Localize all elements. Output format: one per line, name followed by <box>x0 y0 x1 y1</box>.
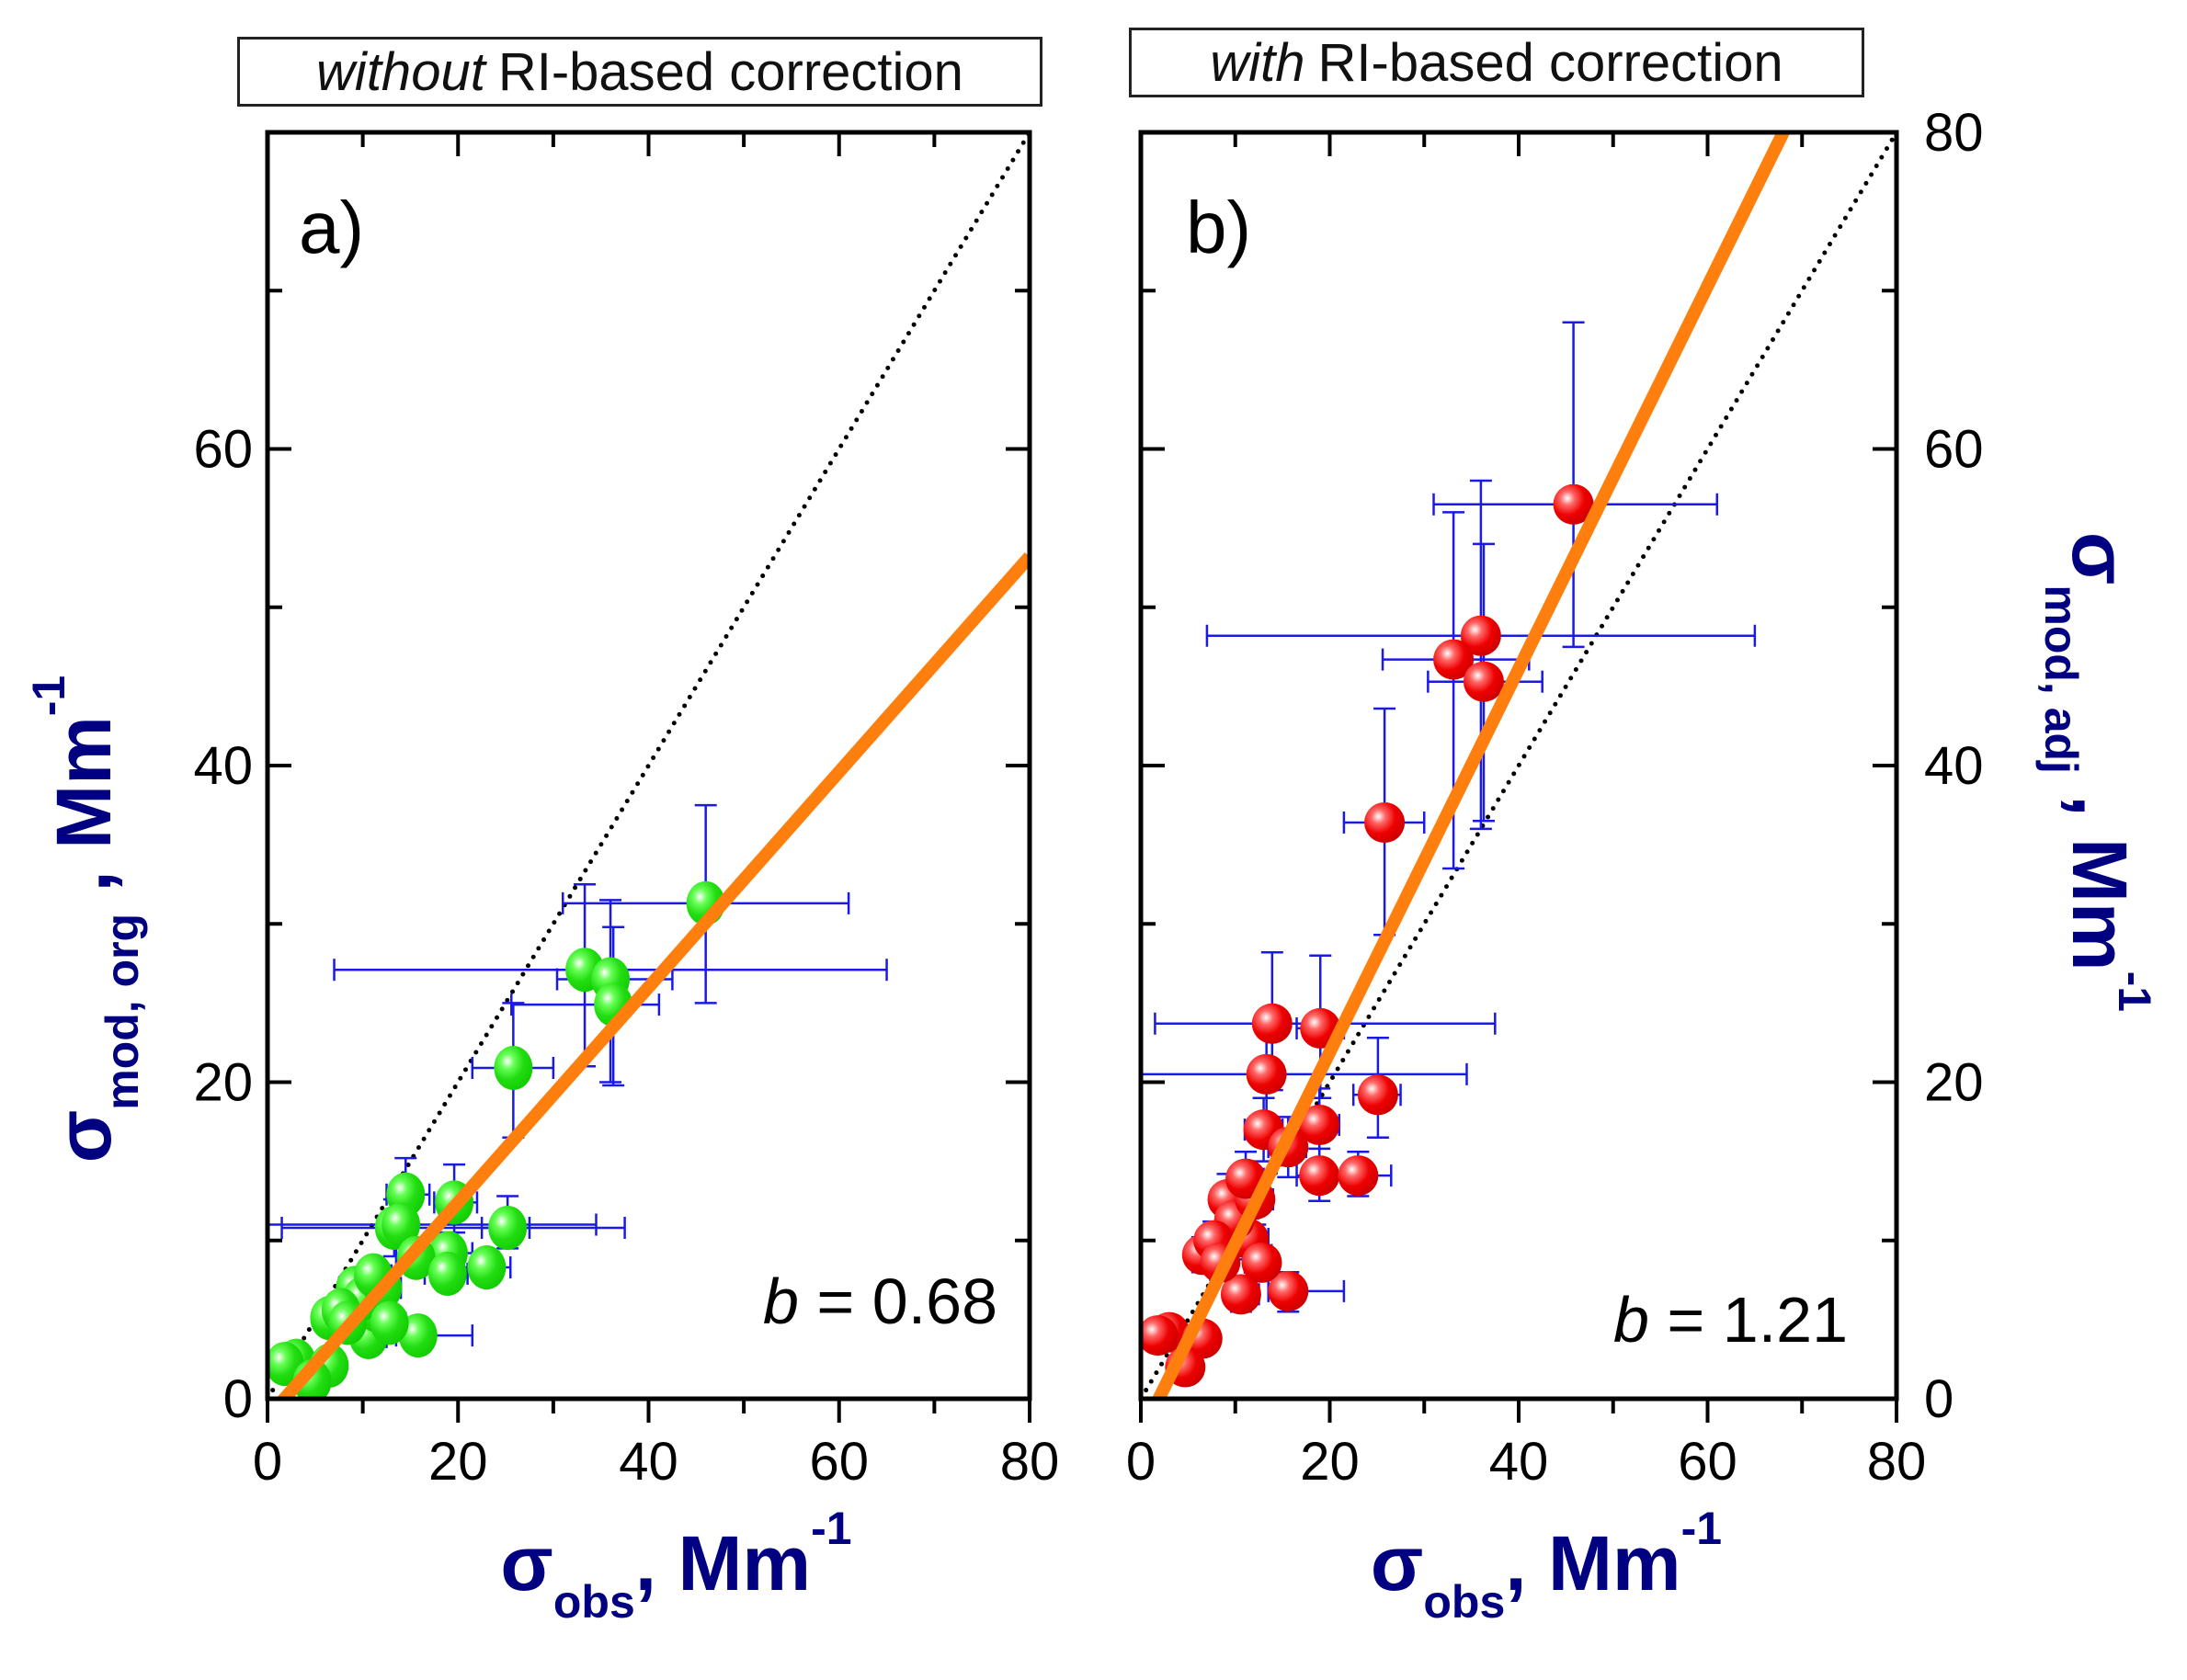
x-tick-label: 0 <box>1126 1432 1156 1492</box>
slope-value: = 0.68 <box>799 1266 997 1337</box>
y-axis-label-part: σ <box>2056 532 2143 585</box>
y-axis-label: σmod, org , Mm-1 <box>23 675 148 1164</box>
x-tick-label: 0 <box>253 1432 282 1492</box>
fit-line <box>1151 132 1791 1399</box>
x-axis-label-part: -1 <box>1681 1503 1722 1554</box>
x-tick-label: 60 <box>1678 1432 1737 1492</box>
y-tick-label: 60 <box>1924 420 1984 480</box>
x-axis-label: σobs, Mm-1 <box>1371 1503 1722 1628</box>
data-point <box>1433 639 1475 680</box>
y-axis-label-part: , <box>40 849 127 914</box>
y-axis-label-part: Mm <box>40 716 127 849</box>
slope-symbol: b <box>763 1266 799 1337</box>
panel-b-title-text: RI-based correction <box>1317 32 1783 93</box>
panel-b-title: with RI-based correction <box>1129 28 1864 97</box>
panel-a-title: without RI-based correction <box>237 37 1042 107</box>
data-point <box>1220 1274 1261 1315</box>
x-axis-label-part: σ <box>500 1520 552 1606</box>
data-point <box>1553 483 1594 525</box>
x-tick-label: 80 <box>1000 1432 1060 1492</box>
panel-b-title-italic: with <box>1210 32 1305 93</box>
data-point <box>1460 615 1501 656</box>
panel-label: b) <box>1186 187 1251 268</box>
y-axis-label-part: , <box>2056 774 2143 838</box>
x-axis-label-part: Mm <box>1548 1520 1681 1606</box>
data-point <box>1246 1053 1287 1095</box>
y-tick-label: 80 <box>1924 103 1984 163</box>
plot-area <box>1141 132 1897 1399</box>
y-tick-label: 40 <box>1924 736 1984 796</box>
y-axis-label-part: -1 <box>2109 971 2160 1012</box>
slope-value: = 1.21 <box>1649 1284 1848 1356</box>
data-point <box>1241 1242 1282 1283</box>
x-axis-label-part: obs <box>1423 1576 1505 1628</box>
panel-a-title-text: RI-based correction <box>497 41 963 102</box>
data-point <box>370 1300 409 1345</box>
plot-area <box>268 132 1030 1399</box>
y-axis-label-part: -1 <box>23 675 74 716</box>
x-tick-label: 20 <box>428 1432 488 1492</box>
panel-a-title-italic: without <box>316 41 485 102</box>
data-point <box>1251 1003 1293 1044</box>
x-axis-label-part: σ <box>1371 1520 1423 1606</box>
one-to-one-line <box>1141 132 1897 1399</box>
x-tick-label: 40 <box>619 1432 678 1492</box>
y-tick-label: 0 <box>1924 1369 1953 1429</box>
y-tick-label: 60 <box>193 420 253 480</box>
x-axis-label-part: obs <box>553 1576 635 1628</box>
x-tick-label: 60 <box>809 1432 869 1492</box>
x-axis-label-part: Mm <box>678 1520 811 1606</box>
y-axis-label-part: mod, org <box>97 914 148 1110</box>
data-point <box>1357 1074 1398 1116</box>
y-axis-label: σmod, adj , Mm-1 <box>2035 532 2160 1012</box>
data-point <box>1463 661 1504 702</box>
data-point <box>382 1202 421 1247</box>
data-point <box>1268 1270 1309 1311</box>
x-axis-label-part: , <box>635 1520 678 1606</box>
y-axis-label-part: σ <box>40 1110 127 1163</box>
y-tick-label: 40 <box>193 736 253 796</box>
x-axis-label: σobs, Mm-1 <box>500 1503 851 1628</box>
y-tick-label: 20 <box>193 1053 253 1113</box>
data-point <box>467 1245 507 1290</box>
x-axis-label-part: , <box>1505 1520 1548 1606</box>
slope-symbol: b <box>1613 1284 1649 1356</box>
data-point <box>1299 1105 1340 1146</box>
data-point <box>1141 1315 1179 1356</box>
panel-label: a) <box>299 187 364 268</box>
data-point <box>1299 1155 1340 1197</box>
data-point <box>1364 802 1406 844</box>
y-tick-label: 20 <box>1924 1053 1984 1113</box>
data-point <box>1338 1155 1379 1197</box>
y-axis-label-part: Mm <box>2056 838 2143 971</box>
x-tick-label: 40 <box>1489 1432 1549 1492</box>
data-point <box>427 1251 467 1296</box>
slope-annotation: b = 0.68 <box>763 1266 997 1337</box>
one-to-one-line <box>268 132 1030 1399</box>
fit-line <box>275 551 1030 1399</box>
x-tick-label: 20 <box>1300 1432 1360 1492</box>
x-tick-label: 80 <box>1867 1432 1927 1492</box>
data-point <box>488 1205 528 1250</box>
slope-annotation: b = 1.21 <box>1613 1284 1848 1356</box>
y-tick-label: 0 <box>223 1369 253 1429</box>
y-axis-label-part: mod, adj <box>2035 585 2087 774</box>
data-point <box>494 1045 533 1090</box>
x-axis-label-part: -1 <box>811 1503 851 1554</box>
